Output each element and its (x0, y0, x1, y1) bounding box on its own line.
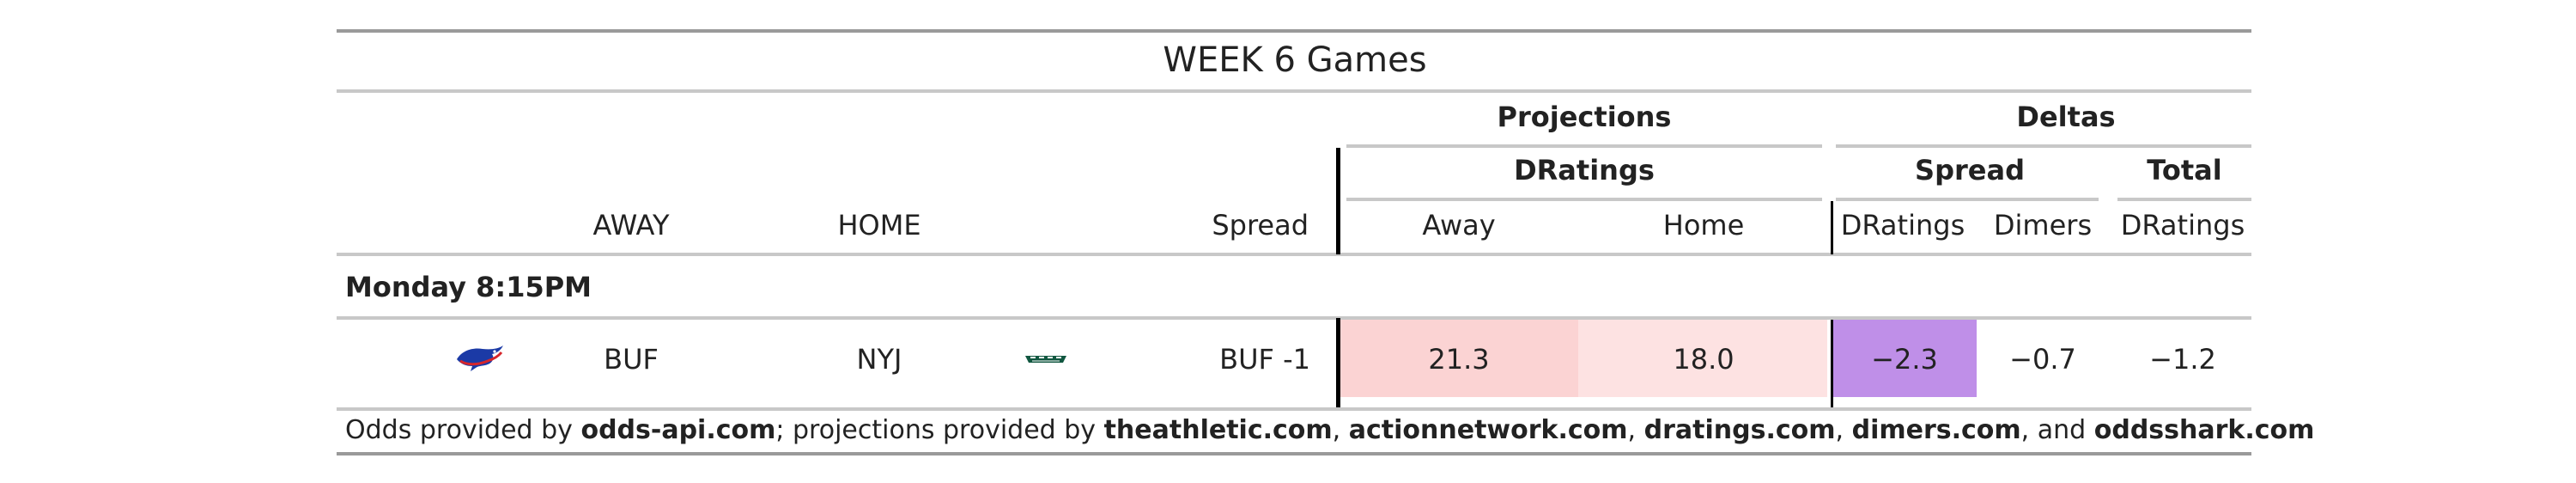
delta-spread-dratings-cell-fill (1832, 320, 1977, 397)
spanner-dratings: DRatings (1514, 154, 1655, 186)
delta-spread-dratings-cell: −2.3 (1871, 343, 1938, 376)
column-header-home: HOME (837, 209, 921, 242)
group-label: Monday 8:15PM (345, 271, 592, 303)
table-top-border (337, 29, 2251, 33)
footnote-text: , and (2020, 415, 2094, 445)
table-title: WEEK 6 Games (1163, 40, 1427, 80)
home-team-cell: NYJ (856, 343, 902, 376)
table-bottom-border (337, 452, 2251, 455)
away-team-cell: BUF (604, 343, 659, 376)
spanner-total-underline (2117, 198, 2251, 201)
footnote-text: ; projections provided by (775, 415, 1104, 445)
proj-away-cell: 21.3 (1428, 343, 1490, 376)
footnote-text: , (1835, 415, 1852, 445)
projections-left-separator-row (1336, 318, 1340, 407)
footnote-source-link: dratings.com (1643, 415, 1836, 445)
footnote-source-link: actionnetwork.com (1348, 415, 1628, 445)
buffalo-bills-logo-icon (453, 342, 505, 376)
footnote-source-link: theathletic.com (1103, 415, 1333, 445)
spanner-dratings-underline (1346, 198, 1822, 201)
title-divider (337, 89, 2251, 93)
spanner-total: Total (2147, 154, 2222, 186)
column-header-proj-home: Home (1662, 209, 1745, 242)
footnote-text: , (1332, 415, 1349, 445)
footnote-source-link: odds-api.com (580, 415, 776, 445)
spread-cell: BUF -1 (1219, 343, 1310, 376)
new-york-jets-logo-icon (1022, 349, 1070, 370)
spanner-spread-underline (1836, 198, 2099, 201)
deltas-left-separator-row (1831, 320, 1833, 407)
column-header-delta-spread-dimers: Dimers (1993, 209, 2093, 242)
spanner-projections: Projections (1497, 101, 1672, 133)
column-header-proj-away: Away (1422, 209, 1496, 242)
delta-spread-dimers-cell: −0.7 (2009, 343, 2076, 376)
proj-home-cell: 18.0 (1673, 343, 1735, 376)
proj-away-cell-fill (1340, 320, 1578, 397)
proj-home-cell-fill (1578, 320, 1827, 397)
source-footnote: Odds provided by odds-api.com; projectio… (345, 418, 2314, 443)
footnote-text: Odds provided by (345, 415, 581, 445)
header-divider (337, 253, 2251, 256)
footnote-source-link: oddsshark.com (2093, 415, 2315, 445)
footnote-source-link: dimers.com (1851, 415, 2021, 445)
row-divider (337, 407, 2251, 411)
group-divider (337, 316, 2251, 320)
spanner-deltas-underline (1836, 144, 2251, 148)
spanner-projections-underline (1346, 144, 1822, 148)
delta-total-dratings-cell: −1.2 (2149, 343, 2216, 376)
footnote-text: , (1627, 415, 1644, 445)
spanner-spread: Spread (1915, 154, 2025, 186)
games-table: WEEK 6 Games Projections Deltas DRatings… (337, 29, 2314, 455)
spanner-deltas: Deltas (2016, 101, 2116, 133)
column-header-away: AWAY (592, 209, 670, 242)
projections-left-separator-header (1336, 148, 1340, 254)
column-header-spread: Spread (1212, 209, 1309, 242)
deltas-left-separator-header (1831, 201, 1833, 254)
column-header-delta-spread-dratings: DRatings (1840, 209, 1965, 242)
column-header-delta-total-dratings: DRatings (2120, 209, 2245, 242)
